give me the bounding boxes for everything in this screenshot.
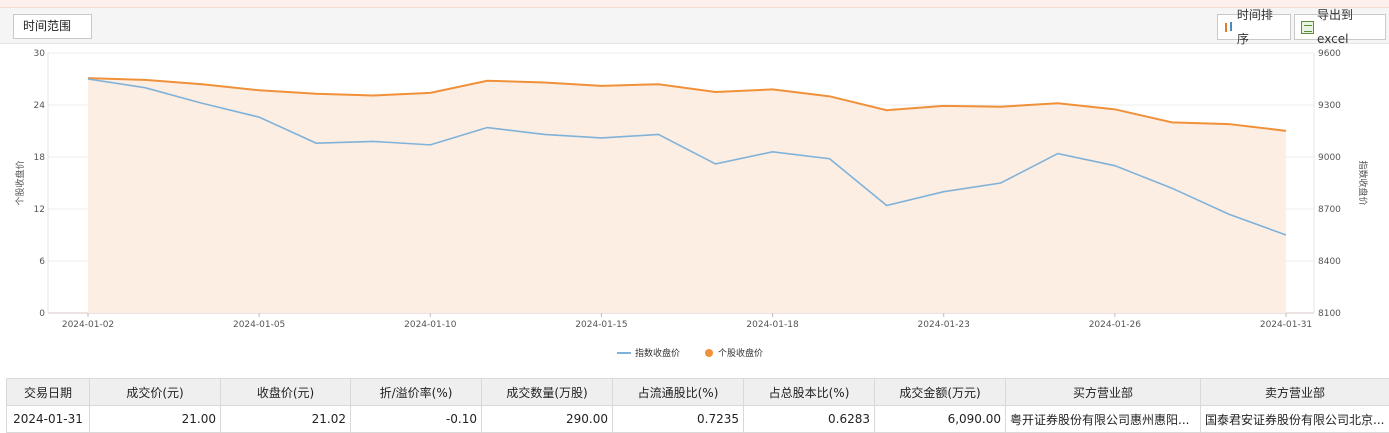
y-tick-label: 6 (39, 257, 45, 267)
time-sort-button[interactable]: 时间排序 (1217, 8, 1291, 46)
x-tick-label: 2024-01-05 (233, 320, 285, 330)
export-excel-label: 导出到excel (1317, 8, 1354, 46)
table-cell: 6,090.00 (874, 405, 1006, 433)
toolbar: 时间范围 时间排序 导出到excel (0, 8, 1389, 46)
stock-close-line (87, 77, 1287, 132)
x-tick-label: 2024-01-15 (575, 320, 627, 330)
time-range-button[interactable]: 时间范围 (13, 14, 92, 39)
column-header: 买方营业部 (1005, 378, 1201, 406)
y-tick-label: 18 (34, 153, 46, 163)
table-header-row: 交易日期 成交价(元) 收盘价(元) 折/溢价率(%) 成交数量(万股) 占流通股比(%)… (6, 378, 1389, 406)
table-cell: 0.6283 (743, 405, 875, 433)
legend-stock-swatch (705, 349, 713, 357)
table-cell: 290.00 (481, 405, 613, 433)
block-trade-table: 交易日期 成交价(元) 收盘价(元) 折/溢价率(%) 成交数量(万股) 占流通股比(%)… (6, 378, 1389, 433)
column-header: 成交数量(万股) (481, 378, 613, 406)
index-close-line (87, 78, 1287, 236)
x-tick-label: 2024-01-26 (1089, 320, 1142, 330)
y2-tick-label: 9300 (1318, 101, 1341, 111)
table-cell: 粤开证券股份有限公司惠州惠阳... (1005, 405, 1201, 433)
column-header: 折/溢价率(%) (350, 378, 482, 406)
price-chart: 0 6 12 18 24 30 8100 8400 8700 9000 9300 9600 2024-0… (14, 49, 1369, 359)
table-row: 2024-01-31 21.00 21.02 -0.10 290.00 0.7235 0.6… (6, 405, 1389, 433)
y-axis-title: 个股收盘价 (14, 160, 26, 205)
column-header: 成交金额(万元) (874, 378, 1006, 406)
y2-axis-title: 指数收盘价 (1357, 160, 1369, 205)
time-sort-label: 时间排序 (1236, 8, 1273, 46)
x-tick-label: 2024-01-23 (918, 320, 970, 330)
x-tick-label: 2024-01-02 (62, 320, 114, 330)
column-header: 收盘价(元) (220, 378, 351, 406)
table-cell: 21.02 (220, 405, 351, 433)
table-cell: 国泰君安证券股份有限公司北京... (1200, 405, 1389, 433)
column-header: 占总股本比(%) (743, 378, 875, 406)
y2-tick-label: 8100 (1318, 309, 1341, 319)
sort-icon (1224, 21, 1234, 33)
y2-tick-label: 8700 (1318, 205, 1341, 215)
legend-stock-label: 个股收盘价 (718, 347, 763, 359)
x-tick-label: 2024-01-31 (1260, 320, 1312, 330)
column-header: 卖方营业部 (1200, 378, 1389, 406)
table-cell: 0.7235 (612, 405, 744, 433)
table-cell: 2024-01-31 (6, 405, 90, 433)
y-tick-label: 30 (34, 49, 46, 59)
table-cell: 21.00 (89, 405, 221, 433)
column-header: 交易日期 (6, 378, 90, 406)
top-strip (0, 0, 1389, 8)
column-header: 占流通股比(%) (612, 378, 744, 406)
table-cell: -0.10 (350, 405, 482, 433)
x-tick-label: 2024-01-10 (404, 320, 457, 330)
y2-tick-label: 8400 (1318, 257, 1341, 267)
export-excel-button[interactable]: 导出到excel (1294, 8, 1386, 46)
legend-index-label: 指数收盘价 (635, 347, 680, 359)
y-tick-label: 24 (34, 101, 46, 111)
stock-area (88, 78, 1286, 313)
y-tick-label: 0 (39, 309, 45, 319)
excel-icon (1301, 20, 1315, 34)
y2-tick-label: 9600 (1318, 49, 1341, 59)
column-header: 成交价(元) (89, 378, 221, 406)
x-tick-label: 2024-01-18 (746, 320, 799, 330)
y-tick-label: 12 (34, 205, 45, 215)
y2-tick-label: 9000 (1318, 153, 1341, 163)
